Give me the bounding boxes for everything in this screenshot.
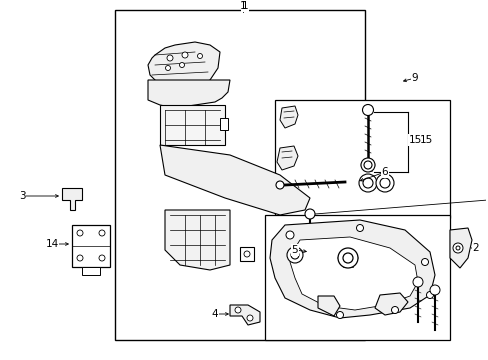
Polygon shape — [148, 42, 220, 90]
Circle shape — [77, 255, 83, 261]
Circle shape — [429, 285, 439, 295]
Polygon shape — [317, 296, 339, 316]
Bar — [240, 247, 253, 261]
Circle shape — [290, 251, 298, 259]
Circle shape — [182, 52, 187, 58]
Circle shape — [363, 161, 371, 169]
Text: 5: 5 — [291, 245, 298, 255]
Polygon shape — [160, 105, 224, 145]
Circle shape — [379, 178, 389, 188]
Bar — [220, 118, 227, 130]
Circle shape — [455, 246, 459, 250]
Circle shape — [336, 311, 343, 319]
Circle shape — [286, 247, 303, 263]
Text: 15: 15 — [407, 135, 421, 145]
Circle shape — [167, 55, 173, 61]
Text: 6: 6 — [381, 167, 387, 177]
Text: 15: 15 — [419, 135, 432, 145]
Circle shape — [235, 307, 241, 313]
Polygon shape — [449, 228, 471, 268]
Circle shape — [99, 255, 105, 261]
Polygon shape — [289, 237, 417, 310]
Circle shape — [358, 174, 376, 192]
Circle shape — [99, 230, 105, 236]
Circle shape — [337, 248, 357, 268]
Circle shape — [197, 54, 202, 58]
Bar — [115, 10, 364, 340]
Circle shape — [421, 258, 427, 266]
Text: 1: 1 — [239, 1, 246, 11]
Polygon shape — [280, 106, 297, 128]
Circle shape — [356, 225, 363, 231]
Text: 1: 1 — [241, 1, 248, 11]
Circle shape — [342, 253, 352, 263]
Polygon shape — [62, 188, 82, 210]
Polygon shape — [160, 145, 309, 215]
Circle shape — [426, 292, 433, 298]
Text: 9: 9 — [411, 73, 417, 83]
Bar — [264, 215, 449, 340]
Circle shape — [362, 104, 373, 116]
Circle shape — [246, 315, 252, 321]
Circle shape — [77, 230, 83, 236]
Circle shape — [244, 251, 249, 257]
Text: 2: 2 — [472, 243, 478, 253]
Circle shape — [412, 277, 422, 287]
Circle shape — [360, 158, 374, 172]
Text: 14: 14 — [45, 239, 59, 249]
Text: 4: 4 — [211, 309, 218, 319]
Polygon shape — [164, 210, 229, 270]
Circle shape — [391, 306, 398, 314]
Bar — [274, 100, 449, 218]
Polygon shape — [269, 220, 434, 318]
Text: 7: 7 — [486, 195, 488, 205]
Circle shape — [179, 63, 184, 68]
Polygon shape — [374, 293, 407, 315]
Polygon shape — [276, 146, 297, 170]
Circle shape — [285, 231, 293, 239]
Text: 3: 3 — [19, 191, 25, 201]
Bar — [82, 267, 100, 275]
Circle shape — [375, 174, 393, 192]
Bar — [72, 225, 110, 267]
Circle shape — [305, 209, 314, 219]
Circle shape — [362, 178, 372, 188]
Circle shape — [275, 181, 284, 189]
Circle shape — [452, 243, 462, 253]
Polygon shape — [229, 305, 260, 325]
Polygon shape — [148, 80, 229, 108]
Circle shape — [165, 66, 170, 71]
